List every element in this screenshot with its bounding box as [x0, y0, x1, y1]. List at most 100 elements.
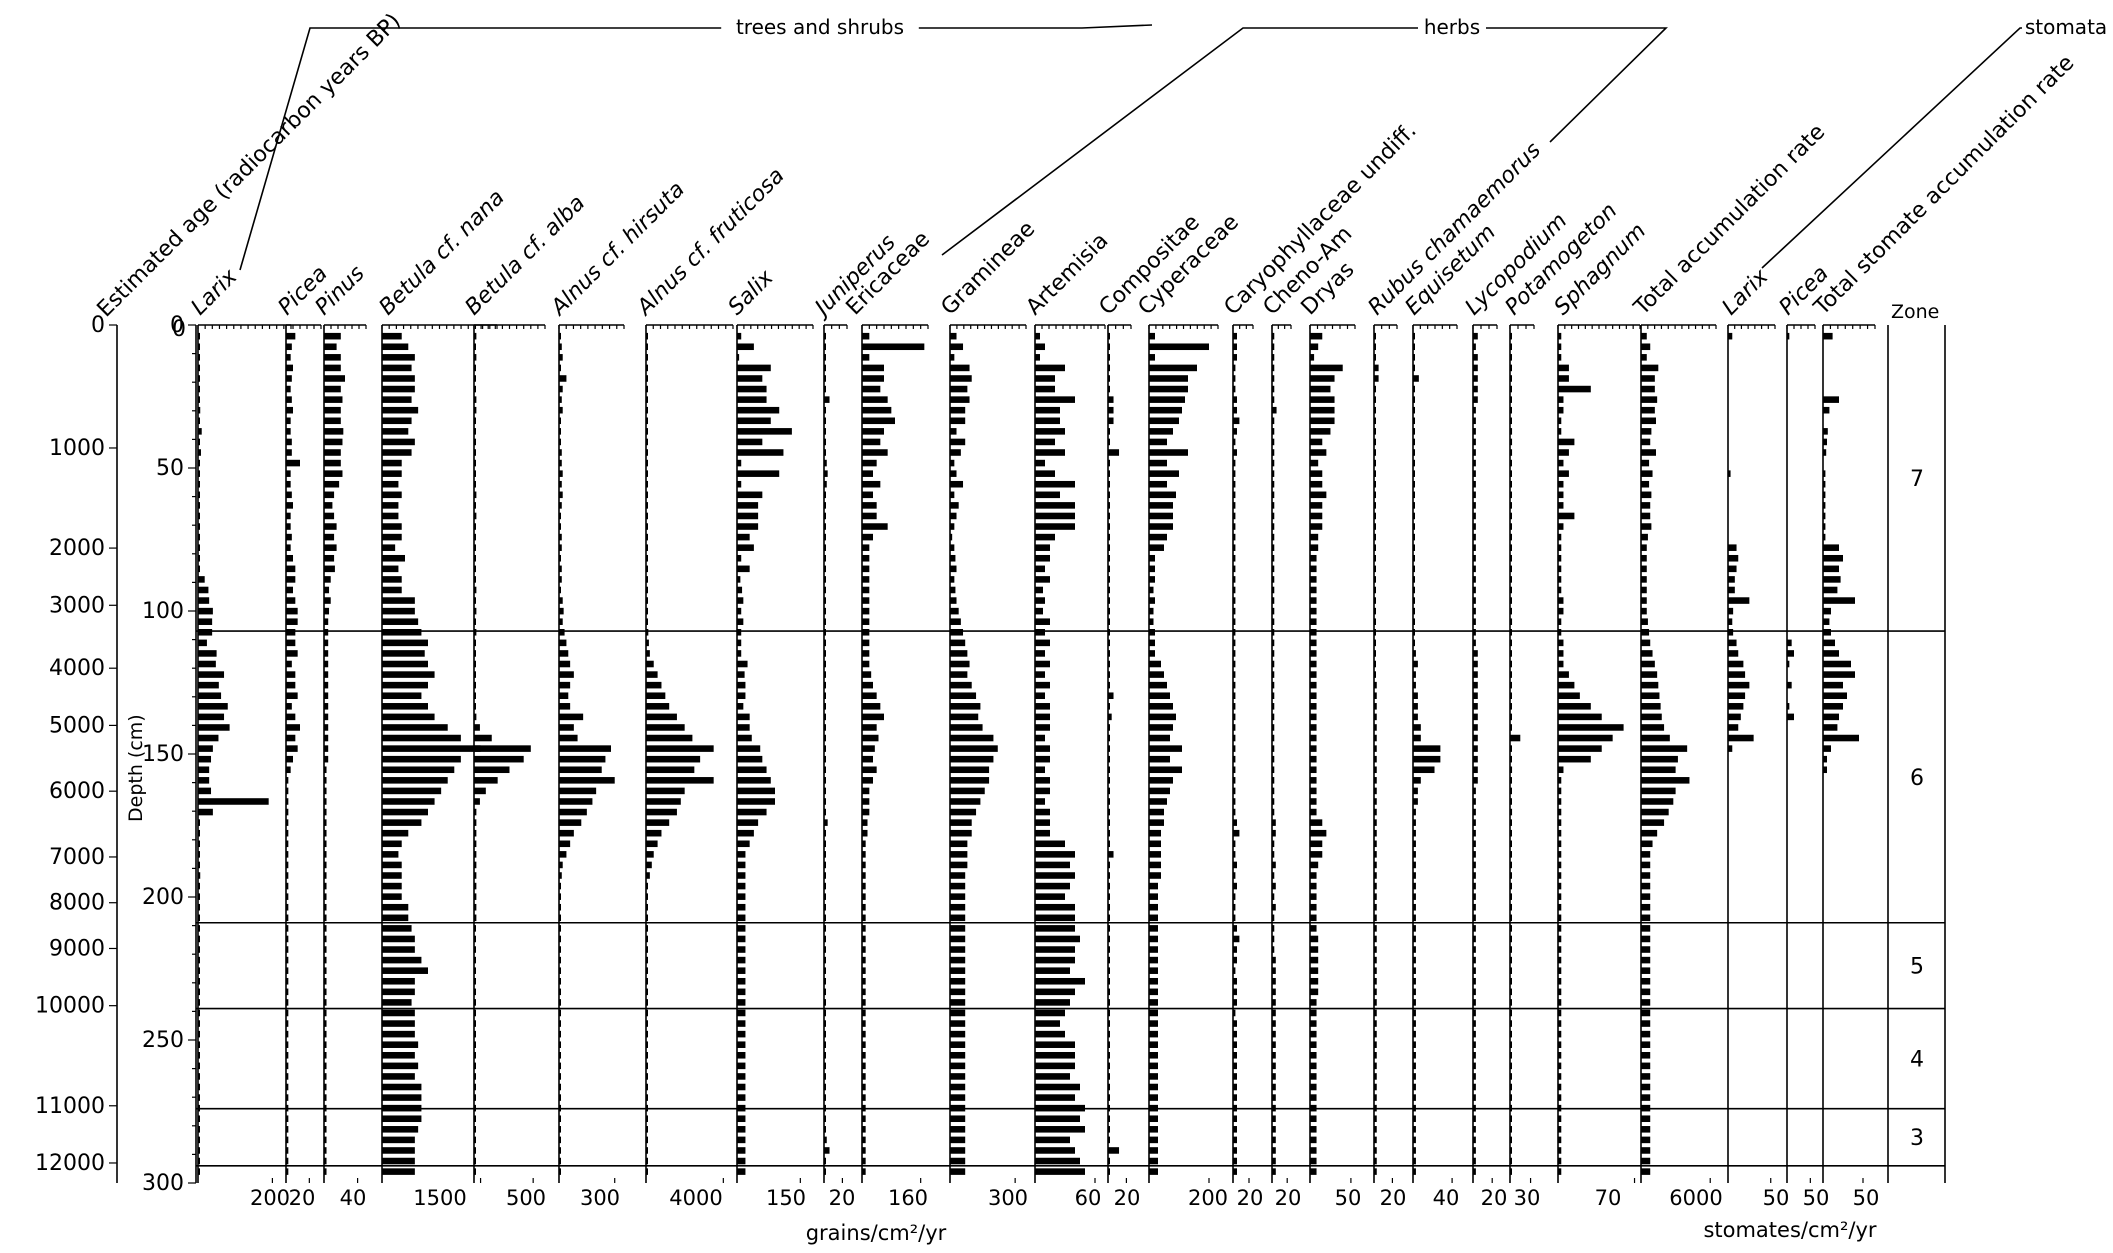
data-bar: [824, 914, 826, 922]
data-bar: [1641, 332, 1647, 340]
data-bar: [1413, 671, 1416, 678]
data-bar: [1108, 480, 1110, 488]
data-bar: [1310, 512, 1323, 520]
data-bar: [1272, 512, 1275, 520]
data-bar: [1413, 576, 1415, 583]
data-bar: [1310, 343, 1319, 351]
data-bar: [824, 512, 826, 520]
data-bar: [286, 396, 292, 403]
data-bar: [862, 724, 877, 731]
data-bar: [1035, 734, 1045, 742]
data-bar: [1641, 745, 1688, 752]
data-bar: [382, 1104, 422, 1112]
data-bar: [1149, 755, 1170, 763]
data-bar: [1272, 1147, 1276, 1154]
data-bar: [474, 681, 476, 689]
data-bar: [1149, 734, 1170, 742]
data-bar: [1035, 840, 1065, 848]
pollen-unit-label: grains/cm²/yr: [806, 1221, 947, 1245]
data-bar: [1272, 829, 1276, 837]
data-bar: [1310, 565, 1317, 573]
data-bar: [1823, 544, 1839, 551]
data-bar: [1473, 1147, 1476, 1154]
data-bar: [474, 618, 476, 625]
data-bar: [1310, 1030, 1317, 1038]
data-bar: [646, 406, 648, 414]
data-bar: [1108, 903, 1110, 911]
data-bar: [1149, 946, 1158, 953]
taxon-tick-label: 4000: [669, 1186, 722, 1210]
data-bar: [286, 1052, 289, 1059]
data-bar: [950, 671, 968, 678]
data-bar: [286, 1136, 289, 1144]
data-bar: [1374, 798, 1377, 805]
data-bar: [1473, 449, 1476, 456]
data-bar: [1374, 491, 1376, 499]
data-bar: [1149, 713, 1176, 721]
data-bar: [1149, 449, 1188, 456]
data-bar: [1149, 586, 1154, 594]
data-bar: [382, 480, 399, 488]
data-bar: [382, 766, 455, 774]
age-tick-label: 4000: [49, 656, 105, 681]
data-bar: [474, 1136, 476, 1144]
data-bar: [286, 639, 296, 647]
data-bar: [737, 903, 746, 911]
data-bar: [646, 755, 701, 763]
data-bar: [1272, 893, 1275, 900]
data-bar: [1310, 999, 1317, 1006]
data-bar: [1413, 1041, 1416, 1048]
data-bar: [559, 967, 561, 974]
data-bar: [1149, 629, 1155, 636]
data-bar: [286, 745, 298, 752]
data-bar: [1823, 692, 1847, 700]
data-bar: [286, 851, 289, 858]
data-bar: [1558, 755, 1591, 763]
data-bar: [1413, 1157, 1416, 1165]
data-bar: [646, 396, 648, 403]
data-bar: [1233, 703, 1236, 710]
data-bar: [1233, 777, 1236, 784]
data-bar: [1272, 1104, 1276, 1112]
data-bar: [198, 766, 210, 774]
data-bar: [1413, 872, 1416, 879]
data-bar: [824, 1126, 826, 1133]
data-bar: [1310, 364, 1343, 372]
stomata-label-bg: [2022, 16, 2113, 38]
data-bar: [1413, 385, 1415, 393]
data-bar: [1035, 417, 1060, 425]
data-bar: [646, 417, 648, 425]
data-bar: [1558, 882, 1562, 890]
data-bar: [824, 777, 826, 784]
data-bar: [1108, 438, 1110, 446]
data-bar: [950, 1009, 966, 1017]
data-bar: [646, 861, 652, 869]
data-bar: [286, 576, 296, 583]
data-bar: [1558, 829, 1562, 837]
data-bar: [1149, 565, 1155, 573]
data-bar: [324, 1073, 327, 1080]
data-bar: [382, 1147, 415, 1154]
data-bar: [1510, 332, 1512, 340]
data-bar: [1558, 798, 1562, 805]
data-bar: [1035, 428, 1065, 435]
data-bar: [1272, 692, 1275, 700]
data-bar: [1510, 1136, 1512, 1144]
data-bar: [862, 967, 866, 974]
taxon-label: Salix: [724, 265, 780, 321]
data-bar: [1510, 872, 1512, 879]
data-bar: [198, 1104, 200, 1112]
data-bar: [950, 1062, 966, 1070]
data-bar: [862, 999, 866, 1006]
data-bar: [1108, 755, 1110, 763]
data-bar: [950, 681, 972, 689]
data-bar: [737, 523, 759, 530]
data-bar: [324, 343, 337, 351]
data-bar: [198, 343, 200, 351]
data-bar: [1149, 988, 1158, 996]
data-bar: [1473, 713, 1478, 721]
data-bar: [824, 1115, 826, 1123]
data-bar: [1473, 671, 1478, 678]
data-bar: [1108, 935, 1110, 943]
data-bar: [559, 332, 561, 340]
